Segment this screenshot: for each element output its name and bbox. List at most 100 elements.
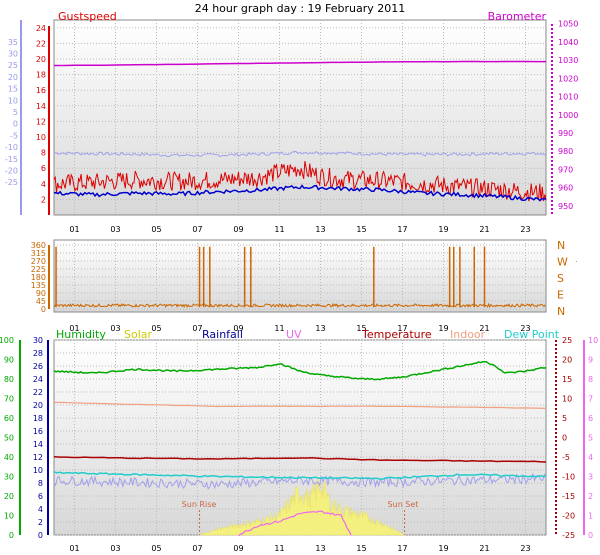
temperature-tick-label: -15 — [562, 492, 575, 501]
temperature-tick-label: -10 — [562, 473, 575, 482]
panel1-x-tick: 05 — [151, 225, 161, 234]
compass-label: W — [557, 256, 568, 269]
rainfall-tick-label: 6 — [38, 492, 43, 501]
panel2-x-tick: 13 — [315, 324, 325, 333]
wind-direction-line — [53, 302, 546, 309]
panel3-x-tick: 07 — [192, 544, 202, 553]
gust-tick-label: 4 — [41, 180, 46, 189]
uv-tick-label: 0 — [588, 531, 593, 540]
outer-tick-label: 15 — [8, 85, 18, 94]
legend-item: Dew Point — [504, 328, 560, 341]
gust-tick-label: 20 — [36, 55, 46, 64]
temperature-tick-label: 10 — [562, 395, 572, 404]
panel2-x-tick: 23 — [520, 324, 530, 333]
legend-item: Temperature — [361, 328, 432, 341]
baro-tick-label: 990 — [558, 129, 573, 138]
compass-label: S — [557, 272, 564, 285]
panel3-x-tick: 23 — [520, 544, 530, 553]
panel2-x-tick: 09 — [233, 324, 243, 333]
uv-tick-label: 1 — [588, 512, 593, 521]
humidity-tick-label: 30 — [4, 473, 14, 482]
compass-label: E — [557, 289, 564, 302]
outer-tick-label: -25 — [5, 178, 18, 187]
temperature-tick-label: -5 — [562, 453, 570, 462]
panel3-x-tick: 05 — [151, 544, 161, 553]
baro-tick-label: 970 — [558, 165, 573, 174]
panel1-x-tick: 17 — [397, 225, 407, 234]
panel3-x-tick: 13 — [315, 544, 325, 553]
humidity-line — [53, 360, 547, 381]
dew-point-line — [53, 471, 547, 480]
uv-tick-label: 7 — [588, 395, 593, 404]
temperature-tick-label: 5 — [562, 414, 567, 423]
panel2-grid: 01 03 05 07 09 11 13 15 17 19 21 23 — [54, 240, 546, 333]
panel3-legend: Humidity Solar Rainfall UV Temperature Indoor… — [56, 328, 560, 341]
outer-tick-label: -15 — [5, 155, 18, 164]
rainfall-tick-label: 16 — [33, 427, 43, 436]
humidity-tick-label: 10 — [4, 512, 14, 521]
panel2-x-tick: 17 — [397, 324, 407, 333]
winddir-tick-label: 0 — [41, 305, 46, 314]
panel1-x-tick: 01 — [69, 225, 79, 234]
baro-tick-label: 1020 — [558, 74, 578, 83]
outer-tick-label: 25 — [8, 61, 18, 70]
legend-item: Indoor — [450, 328, 486, 341]
gust-tick-label: 22 — [36, 39, 46, 48]
uv-tick-label: 4 — [588, 453, 593, 462]
chart-title: 24 hour graph day : 19 February 2011 — [195, 2, 406, 15]
humidity-tick-label: 100 — [0, 336, 14, 345]
wind-direction-panel: 01 03 05 07 09 11 13 15 17 19 21 23 360315270225180… — [31, 239, 578, 333]
temperature-tick-label: 15 — [562, 375, 572, 384]
rainfall-tick-label: 22 — [33, 388, 43, 397]
outer-tick-label: -5 — [10, 131, 18, 140]
panel2-x-tick: 03 — [110, 324, 120, 333]
compass-label: N — [557, 305, 565, 318]
humidity-tick-label: 90 — [4, 356, 14, 365]
temperature-tick-label: 25 — [562, 336, 572, 345]
panel3-x-tick: 01 — [69, 544, 79, 553]
panel1-x-tick: 15 — [356, 225, 366, 234]
legend-item: Rainfall — [202, 328, 243, 341]
temperature-tick-label: 20 — [562, 356, 572, 365]
uv-tick-label: 9 — [588, 356, 593, 365]
panel3-x-tick: 17 — [397, 544, 407, 553]
gust-tick-label: 18 — [36, 71, 46, 80]
uv-tick-label: 8 — [588, 375, 593, 384]
panel3-axes: 3028262422201816141210864201009080706050… — [0, 336, 598, 540]
panel1-dark-blue-line — [53, 184, 547, 202]
panel2-x-tick: 21 — [479, 324, 489, 333]
rainfall-tick-label: 4 — [38, 505, 43, 514]
panel1-x-tick: 23 — [520, 225, 530, 234]
panel1-blue-series-line — [53, 150, 547, 158]
winddir-tick-label: 90 — [36, 289, 46, 298]
rainfall-tick-label: 18 — [33, 414, 43, 423]
panel3-x-tick: 09 — [233, 544, 243, 553]
gust-tick-label: 6 — [41, 164, 46, 173]
outer-tick-label: 20 — [8, 73, 18, 82]
temperature-tick-label: 0 — [562, 434, 567, 443]
humidity-tick-label: 40 — [4, 453, 14, 462]
panel1-x-tick: 07 — [192, 225, 202, 234]
legend-item: Humidity — [56, 328, 106, 341]
indoor-line — [53, 401, 547, 409]
gust-tick-label: 14 — [36, 102, 46, 111]
rainfall-tick-label: 2 — [38, 518, 43, 527]
winddir-tick-label: 180 — [31, 273, 46, 282]
panel1-x-tick: 19 — [438, 225, 448, 234]
baro-tick-label: 1000 — [558, 111, 578, 120]
panel2-x-tick: 07 — [192, 324, 202, 333]
panel1-x-tick: 03 — [110, 225, 120, 234]
gustspeed-label: Gustspeed — [58, 10, 117, 23]
rainfall-tick-label: 10 — [33, 466, 43, 475]
panel2-x-tick: 19 — [438, 324, 448, 333]
sun-rise-label: Sun Rise — [182, 500, 217, 509]
outer-tick-label: 30 — [8, 50, 18, 59]
panel2-x-tick: 01 — [69, 324, 79, 333]
winddir-tick-label: 225 — [31, 265, 46, 274]
uv-tick-label: 5 — [588, 434, 593, 443]
temperature-tick-label: -20 — [562, 512, 575, 521]
humidity-temp-panel: 01 03 05 07 09 11 13 15 17 19 21 23 302826242220181… — [0, 328, 598, 553]
rainfall-tick-label: 30 — [33, 336, 43, 345]
panel1-series — [53, 60, 547, 202]
